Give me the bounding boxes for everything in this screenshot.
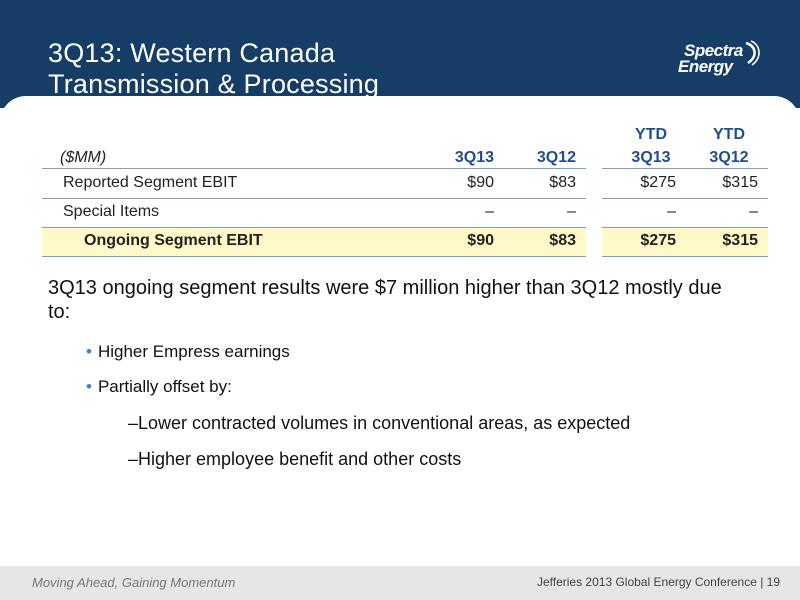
row-label: Reported Segment EBIT	[63, 174, 238, 191]
footer-conference: Jefferies 2013 Global Energy Conference …	[536, 575, 780, 589]
table-row: Special Items – – – –	[42, 199, 768, 228]
bullet-text: Partially offset by:	[97, 377, 232, 396]
lead-paragraph: 3Q13 ongoing segment results were $7 mil…	[48, 277, 722, 323]
footer-tagline: Moving Ahead, Gaining Momentum	[32, 575, 236, 590]
header-divider-ytd	[602, 168, 768, 169]
row-label: Ongoing Segment EBIT	[84, 232, 263, 249]
bullet-text: Higher Empress earnings	[97, 342, 290, 361]
row-divider-ytd	[602, 227, 768, 228]
col-header-ytd-3q13: 3Q13	[631, 149, 671, 166]
bullet-icon: •	[86, 342, 92, 361]
table-header-row: ($MM) 3Q13 3Q12 YTD 3Q13 YTD 3Q12	[42, 120, 768, 168]
logo-line2: Energy	[678, 57, 733, 76]
bullet-icon: •	[86, 377, 92, 396]
table-row-total: Ongoing Segment EBIT $90 $83 $275 $315	[42, 228, 768, 257]
sub-bullet-item: –Lower contracted volumes in conventiona…	[128, 413, 630, 434]
table-bottom-rule	[42, 256, 586, 257]
bullet-item: • Higher Empress earnings	[86, 342, 290, 362]
slide-title: 3Q13: Western Canada Transmission & Proc…	[48, 38, 379, 100]
col-header-3q12: 3Q12	[536, 149, 576, 166]
slide-title-line1: 3Q13: Western Canada	[48, 38, 336, 68]
cell-ytd-3q12: $315	[722, 174, 758, 191]
row-divider-ytd	[602, 198, 768, 199]
cell-3q13: $90	[467, 174, 494, 191]
cell-ytd-3q13: $275	[640, 174, 676, 191]
cell-3q12: $83	[549, 232, 576, 249]
cell-3q12: $83	[549, 174, 576, 191]
logo-swoosh-icon	[745, 40, 760, 66]
sub-bullet-text: Lower contracted volumes in conventional…	[138, 413, 631, 433]
spectra-energy-logo: Spectra Energy	[676, 40, 764, 80]
cell-ytd-3q13: $275	[640, 232, 676, 249]
highlight-band-ytd	[602, 227, 768, 257]
row-label: Special Items	[63, 203, 160, 220]
dash-icon: –	[128, 413, 139, 433]
cell-ytd-3q13: –	[667, 203, 676, 220]
bullet-item: • Partially offset by:	[86, 377, 232, 397]
highlight-band	[42, 227, 586, 257]
cell-ytd-3q12: –	[749, 203, 758, 220]
sub-bullet-item: –Higher employee benefit and other costs	[128, 449, 461, 470]
unit-label: ($MM)	[60, 149, 107, 166]
table-bottom-rule-ytd	[602, 256, 768, 257]
slide-title-line2: Transmission & Processing	[48, 69, 380, 99]
col-header-3q13: 3Q13	[454, 149, 494, 166]
col-header-ytd-label-1: YTD	[635, 126, 667, 143]
footer-bar: Moving Ahead, Gaining Momentum Jefferies…	[0, 566, 800, 600]
title-bar	[0, 0, 800, 108]
row-divider	[42, 227, 586, 228]
header-divider	[42, 168, 586, 169]
sub-bullet-text: Higher employee benefit and other costs	[138, 449, 462, 469]
cell-3q13: –	[485, 203, 494, 220]
col-header-ytd-3q12: 3Q12	[709, 149, 749, 166]
dash-icon: –	[128, 449, 139, 469]
cell-3q13: $90	[467, 232, 494, 249]
col-header-ytd-label-2: YTD	[713, 126, 745, 143]
row-divider	[42, 198, 586, 199]
cell-ytd-3q12: $315	[722, 232, 758, 249]
header-curve	[0, 96, 800, 136]
cell-3q12: –	[567, 203, 576, 220]
table-row: Reported Segment EBIT $90 $83 $275 $315	[42, 170, 768, 199]
logo-line1: Spectra	[684, 41, 743, 60]
